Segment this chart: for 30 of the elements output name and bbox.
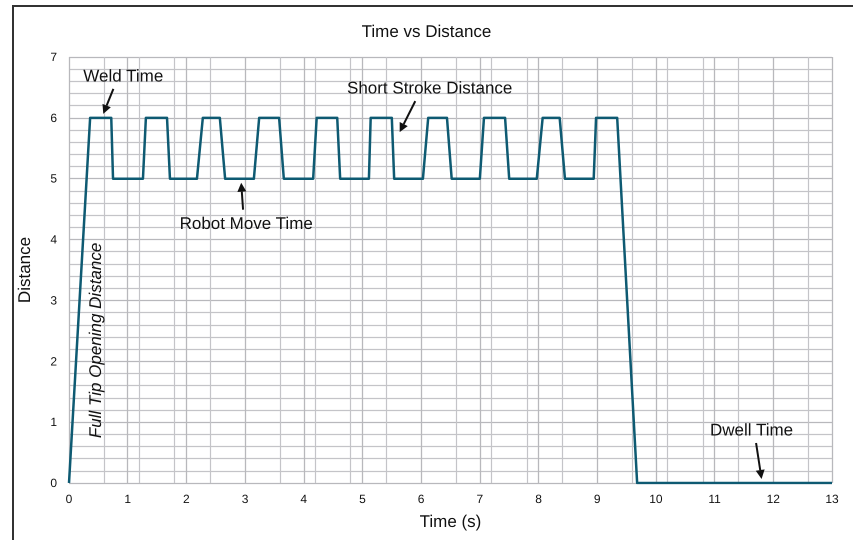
x-tick-label: 4 [300,492,308,506]
y-tick-label: 1 [50,415,58,430]
x-tick-label: 13 [825,492,839,506]
annotation: Weld Time [83,66,164,86]
y-tick-label: 4 [50,232,58,247]
y-tick-label: 0 [50,476,58,490]
y-tick-label: 5 [50,172,58,186]
annotation: Dwell Time [710,420,794,440]
x-tick-label: 10 [649,492,663,506]
x-tick-label: 2 [183,492,190,506]
y-tick-label: 3 [50,293,58,308]
x-tick-label: 3 [242,492,249,506]
x-axis-title: Time (s) [420,512,482,531]
x-tick-label: 1 [124,492,132,506]
y-tick-label: 7 [50,50,58,64]
annotation: Short Stroke Distance [346,78,512,98]
y-axis-title: Distance [15,236,34,304]
annotation: Robot Move Time [180,214,313,234]
x-tick-label: 12 [766,492,780,506]
x-tick-label: 0 [66,492,73,506]
chart-title: Time vs Distance [362,22,492,41]
y-tick-label: 6 [50,110,58,125]
annotation: Full Tip Opening Distance [86,242,106,438]
x-tick-label: 11 [708,492,722,506]
y-tick-label: 2 [50,354,58,368]
x-tick-label: 6 [418,492,425,506]
x-tick-label: 9 [594,492,601,506]
x-tick-label: 8 [535,492,542,506]
x-tick-label: 5 [359,492,366,506]
x-tick-label: 7 [476,492,484,506]
